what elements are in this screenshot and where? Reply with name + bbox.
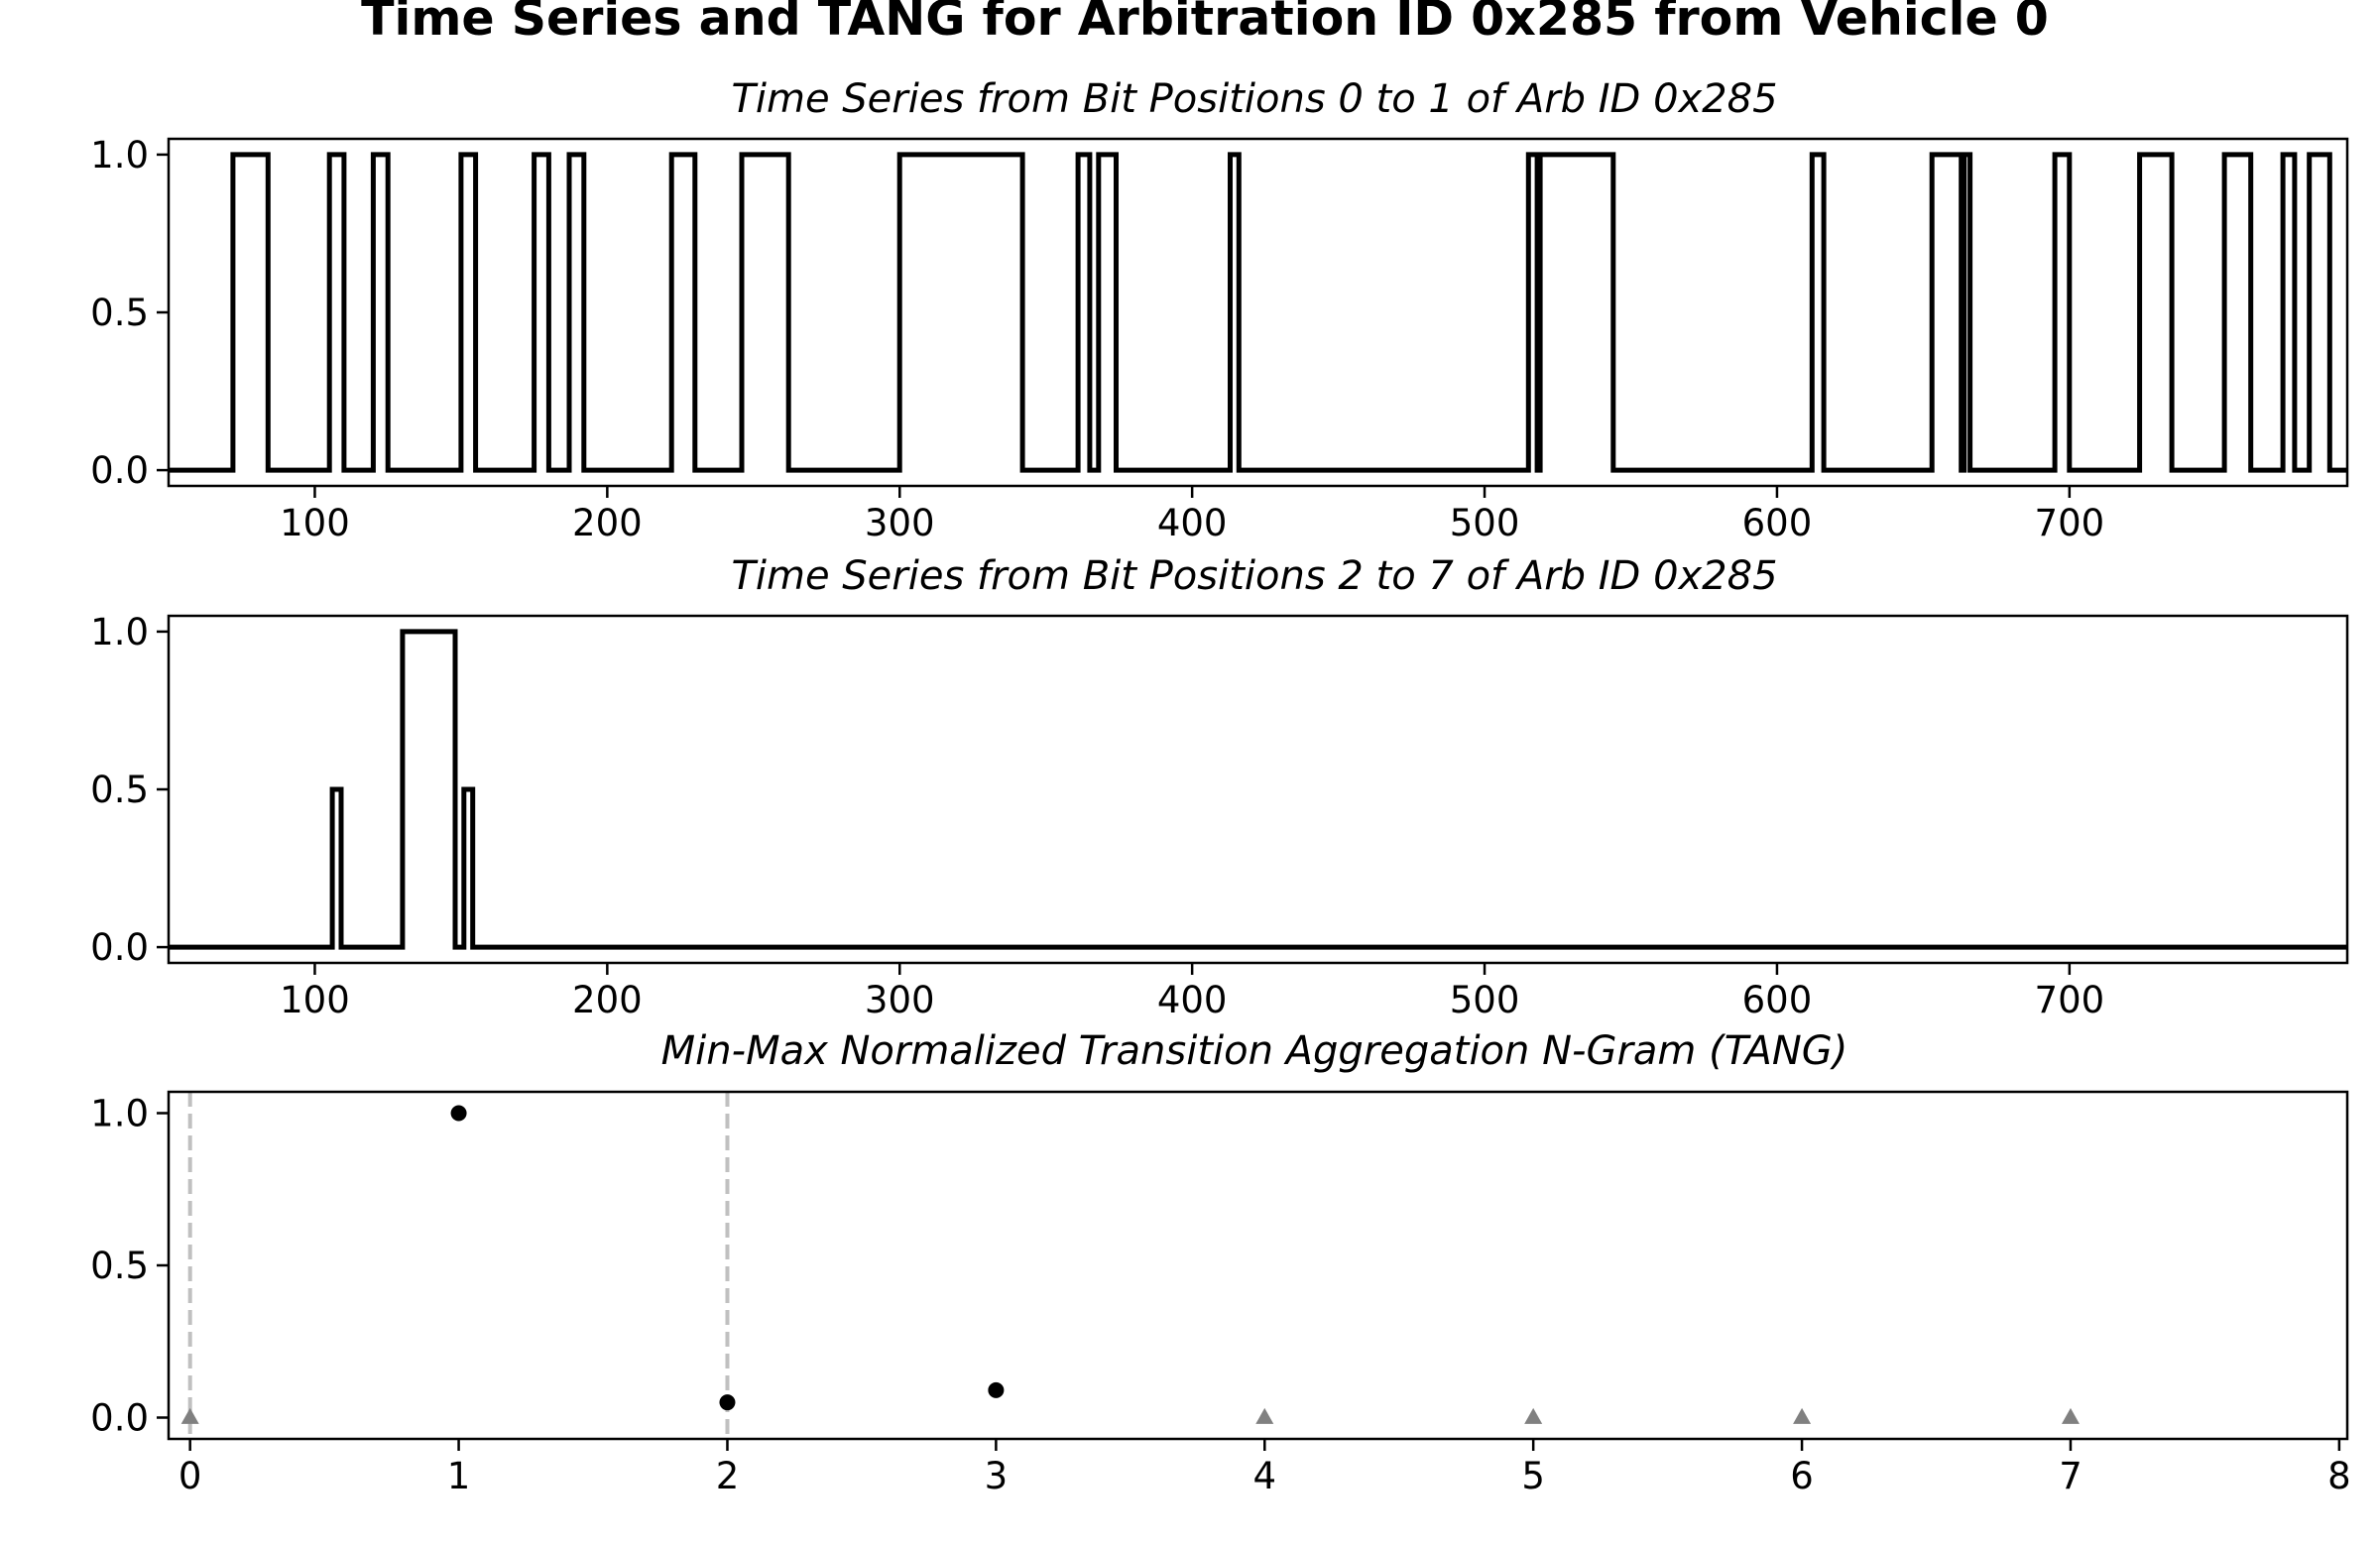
tang-point	[719, 1394, 736, 1411]
tang-x-tick-label: 0	[178, 1455, 202, 1497]
tang-x-tick-label: 5	[1521, 1455, 1545, 1497]
bits-2-7-x-tick-label: 500	[1450, 979, 1520, 1021]
bits-0-1-y-tick-label: 0.0	[90, 449, 149, 492]
tang-zero-triangle	[1524, 1407, 1543, 1424]
tang-zero-triangle	[1793, 1407, 1812, 1424]
tang-x-tick-label: 2	[716, 1455, 740, 1497]
bits-0-1-x-tick-label: 200	[572, 502, 643, 544]
tang-x-tick-label: 1	[447, 1455, 471, 1497]
tang-y-tick-label: 0.0	[90, 1397, 149, 1440]
tang-x-tick-label: 7	[2059, 1455, 2082, 1497]
tang-x-tick-label: 8	[2327, 1455, 2351, 1497]
bits-0-1-time-series-panel: Time Series from Bit Positions 0 to 1 of…	[90, 76, 2349, 544]
tang-y-tick-label: 0.5	[90, 1245, 149, 1287]
tang-x-tick-label: 3	[985, 1455, 1009, 1497]
tang-zero-triangle	[2061, 1407, 2080, 1424]
bits-2-7-x-tick-label: 600	[1742, 979, 1813, 1021]
tang-zero-triangle	[1255, 1407, 1274, 1424]
bits-2-7-y-tick-label: 0.0	[90, 926, 149, 969]
bits-0-1-x-tick-label: 600	[1742, 502, 1813, 544]
bits-2-7-plot-frame	[167, 614, 2349, 965]
tang-y-tick-label: 1.0	[90, 1092, 149, 1134]
bits-0-1-x-tick-label: 700	[2035, 502, 2105, 544]
figure-suptitle: Time Series and TANG for Arbitration ID …	[361, 0, 2049, 47]
tang-x-tick-label: 4	[1252, 1455, 1276, 1497]
tang-zero-triangle	[180, 1407, 199, 1424]
bits-0-1-x-tick-label: 300	[865, 502, 935, 544]
bits-0-1-x-tick-label: 100	[280, 502, 350, 544]
bits-0-1-x-tick-label: 500	[1450, 502, 1520, 544]
tang-point	[450, 1105, 467, 1122]
bits-2-7-x-tick-label: 700	[2035, 979, 2105, 1021]
bits-2-7-x-tick-label: 200	[572, 979, 643, 1021]
bits-2-7-x-tick-label: 300	[865, 979, 935, 1021]
bits-2-7-x-tick-label: 400	[1157, 979, 1228, 1021]
bits-0-1-y-tick-label: 1.0	[90, 134, 149, 177]
bits-0-1-plot-frame	[167, 137, 2349, 488]
bits-2-7-panel-title: Time Series from Bit Positions 2 to 7 of…	[731, 553, 1777, 599]
bits-0-1-y-tick-label: 0.5	[90, 292, 149, 334]
tang-plot-frame	[167, 1090, 2349, 1441]
bits-0-1-panel-title: Time Series from Bit Positions 0 to 1 of…	[731, 76, 1777, 122]
bits-2-7-signal-line	[169, 629, 2347, 950]
bits-2-7-y-tick-label: 1.0	[90, 611, 149, 654]
tang-panel: Min-Max Normalized Transition Aggregatio…	[90, 1028, 2350, 1497]
bits-0-1-signal-line	[169, 152, 2347, 473]
tang-point	[988, 1381, 1005, 1398]
bits-2-7-x-tick-label: 100	[280, 979, 350, 1021]
bits-2-7-time-series-panel: Time Series from Bit Positions 2 to 7 of…	[90, 553, 2349, 1021]
tang-x-tick-label: 6	[1790, 1455, 1814, 1497]
bits-0-1-x-tick-label: 400	[1157, 502, 1228, 544]
bits-2-7-y-tick-label: 0.5	[90, 769, 149, 811]
tang-panel-title: Min-Max Normalized Transition Aggregatio…	[661, 1028, 1848, 1074]
